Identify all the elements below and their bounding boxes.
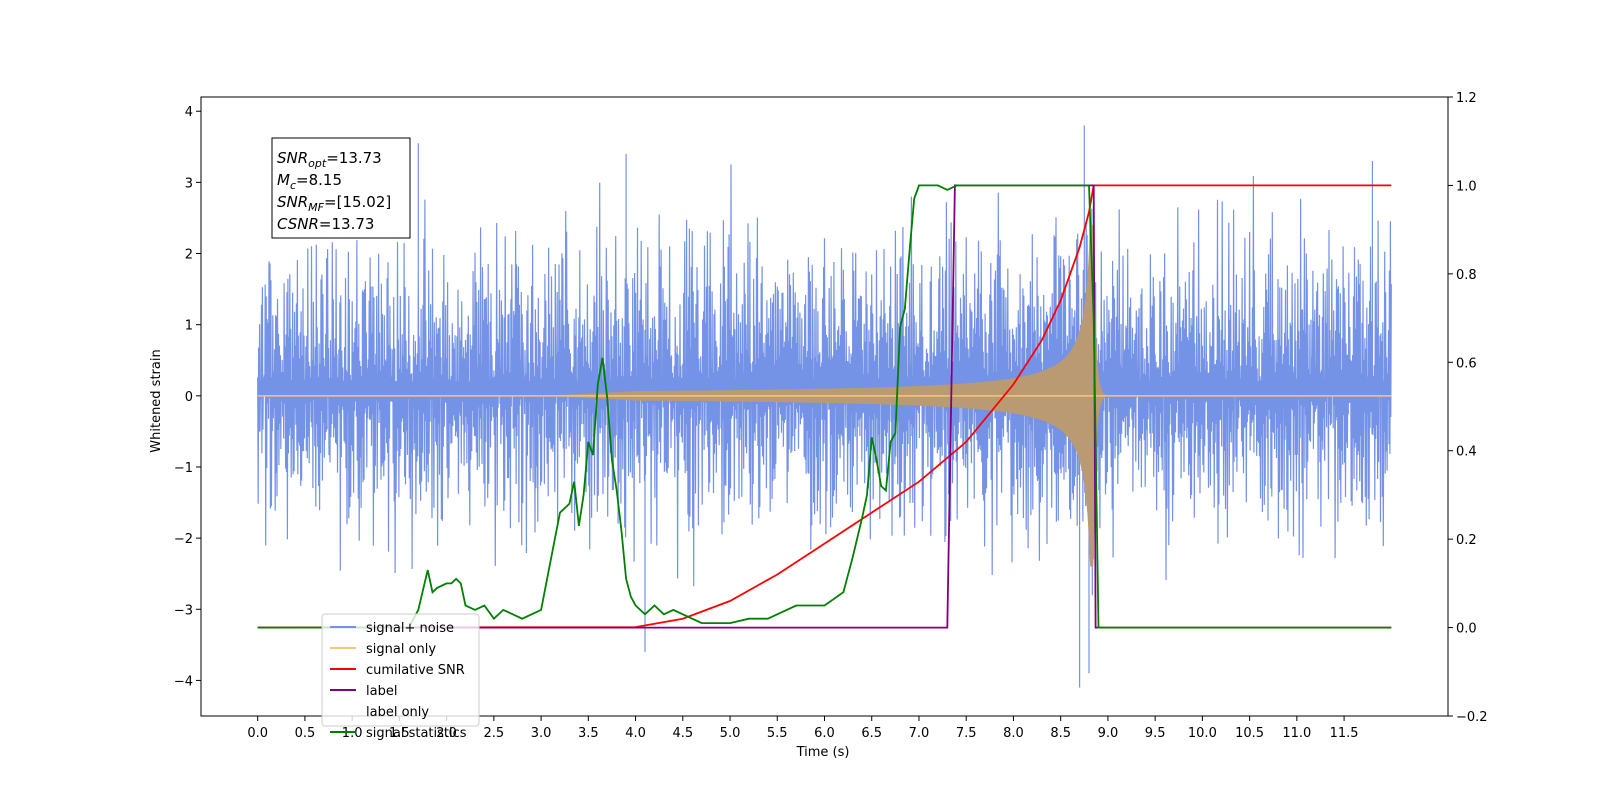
legend-label: signal+ noise	[366, 621, 454, 636]
annotation-line: SNRMF=[15.02]	[277, 193, 391, 214]
y-right-tick-label: 0.2	[1456, 533, 1477, 548]
x-tick-label: 2.5	[484, 726, 505, 741]
y-left-tick-label: 2	[185, 248, 193, 263]
y-left-tick-label: 4	[185, 105, 193, 120]
x-tick-label: 1.0	[342, 726, 363, 741]
x-tick-label: 9.0	[1098, 726, 1119, 741]
x-tick-label: 4.0	[625, 726, 646, 741]
x-tick-label: 3.0	[531, 726, 552, 741]
y-axis-label: Whitened strain	[149, 349, 164, 452]
annotation-line: Mc=8.15	[277, 171, 342, 192]
y-right-tick-label: 1.0	[1456, 179, 1477, 194]
annotation-frame	[271, 137, 411, 239]
legend-label: signal statistics	[366, 726, 467, 741]
y-left-tick-label: 1	[185, 319, 193, 334]
x-tick-label: 5.0	[720, 726, 741, 741]
x-tick-label: 6.5	[861, 726, 882, 741]
x-tick-label: 7.0	[909, 726, 930, 741]
x-tick-label: 5.5	[767, 726, 788, 741]
y-left-tick-label: 0	[185, 390, 193, 405]
y-left-tick-label: −3	[174, 603, 193, 618]
x-tick-label: 10.5	[1235, 726, 1264, 741]
x-tick-label: 1.5	[389, 726, 410, 741]
plot-area	[257, 125, 1392, 688]
x-tick-label: 0.5	[295, 726, 316, 741]
annotation-line: CSNR=13.73	[277, 215, 374, 233]
x-tick-label: 11.5	[1330, 726, 1359, 741]
y-left-tick-label: −4	[174, 674, 193, 689]
series-signal-noise	[257, 125, 1392, 688]
x-tick-label: 9.5	[1145, 726, 1166, 741]
y-left-tick-label: 3	[185, 176, 193, 191]
x-tick-label: 11.0	[1282, 726, 1311, 741]
y-left-tick-label: −2	[174, 532, 193, 547]
legend-label: cumilative SNR	[366, 663, 465, 678]
annotation-box: SNRopt=13.73Mc=8.15SNRMF=[15.02]CSNR=13.…	[271, 137, 411, 239]
legend-label: signal only	[366, 642, 436, 657]
x-tick-label: 2.0	[436, 726, 457, 741]
y-right-tick-label: 0.6	[1456, 356, 1477, 371]
legend: signal+ noise signal only cumilative SNR la…	[321, 613, 480, 741]
x-axis-label: Time (s)	[796, 745, 850, 760]
y-right-tick-label: 0.8	[1456, 268, 1477, 283]
x-tick-label: 8.5	[1050, 726, 1071, 741]
series-group	[257, 125, 1392, 688]
x-tick-label: 8.0	[1003, 726, 1024, 741]
series-cumilative-snr	[257, 184, 1392, 629]
x-tick-label: 10.0	[1188, 726, 1217, 741]
y-right-tick-label: 1.2	[1456, 91, 1477, 106]
legend-label: label only	[366, 705, 429, 720]
y-right-tick-label: −0.2	[1456, 710, 1488, 725]
x-tick-label: 6.0	[814, 726, 835, 741]
x-tick-label: 7.5	[956, 726, 977, 741]
series-signal-statistics	[257, 184, 1392, 629]
y-right-tick-label: 0.0	[1456, 622, 1477, 637]
y-left-tick-label: −1	[174, 461, 193, 476]
x-tick-label: 0.0	[247, 726, 268, 741]
axes: 0.0 0.5 1.0 1.5 2.0 2.5 3.0 3.5 4.0 4.5 5.0 5.5 6.0 6…	[174, 91, 1488, 741]
legend-frame	[321, 613, 480, 727]
x-tick-label: 3.5	[578, 726, 599, 741]
annotation-line: SNRopt=13.73	[277, 149, 382, 170]
x-tick-label: 4.5	[672, 726, 693, 741]
y-right-tick-label: 0.4	[1456, 445, 1477, 460]
legend-label: label	[366, 684, 397, 699]
